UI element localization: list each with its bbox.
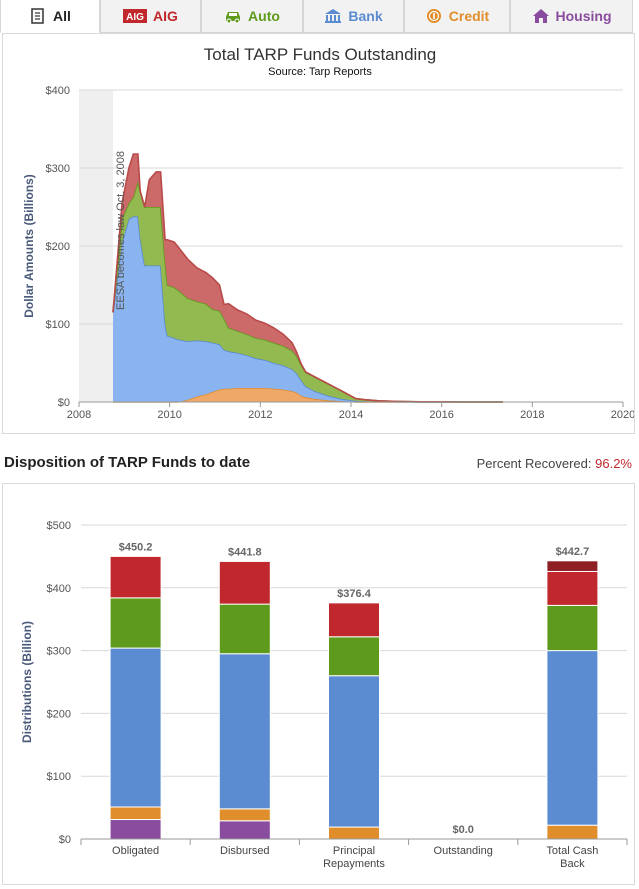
- bar-segment: [328, 675, 380, 828]
- x-category-label: Principal: [333, 845, 375, 857]
- bar-segment: [109, 597, 162, 649]
- tab-all[interactable]: All: [0, 0, 100, 33]
- tarp-outstanding-area-chart: Total TARP Funds Outstanding Source: Tarp…: [22, 45, 635, 421]
- bar-segment: [546, 570, 599, 606]
- document-icon: [29, 8, 47, 24]
- y-tick-label: $100: [46, 319, 70, 331]
- y-tick-label: $0: [59, 834, 71, 846]
- bar-segment: [109, 647, 162, 808]
- tab-label: Auto: [248, 8, 280, 24]
- percent-recovered: Percent Recovered: 96.2%: [477, 456, 632, 471]
- y-tick-label: $500: [47, 520, 71, 532]
- disposition-chart-panel: $0 $100 $200 $300 $400 $500 $450.2 Obligated $44…: [2, 483, 635, 885]
- area-chart-title: Total TARP Funds Outstanding: [204, 45, 436, 64]
- bar-segment: [218, 653, 271, 810]
- tab-housing[interactable]: Housing: [510, 0, 633, 33]
- x-category-label: Total Cash: [546, 845, 598, 857]
- tab-label: Housing: [555, 8, 612, 24]
- bar-segment: [328, 636, 380, 677]
- coin-icon: [425, 8, 443, 24]
- tab-credit[interactable]: Credit: [404, 0, 510, 33]
- bar-segment: [328, 826, 380, 840]
- x-tick-label: 2010: [157, 409, 181, 421]
- y-tick-label: $200: [46, 241, 70, 253]
- category-tabs: All AIG AIG Auto Bank Credit Housing: [0, 0, 639, 34]
- svg-text:AIG: AIG: [126, 12, 144, 23]
- tab-bank[interactable]: Bank: [303, 0, 404, 33]
- tab-label: AIG: [153, 8, 178, 24]
- bar-segment: [546, 650, 599, 826]
- y-axis-title: Dollar Amounts (Billions): [22, 174, 36, 318]
- bar-total-label: $450.2: [119, 541, 153, 553]
- house-icon: [532, 8, 550, 24]
- y-tick-label: $400: [46, 85, 70, 97]
- y-axis-title: Distributions (Billion): [20, 621, 34, 743]
- x-tick-label: 2020: [611, 409, 634, 421]
- bar-segment: [218, 820, 271, 840]
- y-tick-label: $200: [47, 708, 71, 720]
- tab-label: All: [53, 8, 71, 24]
- bar-total-label: $441.8: [228, 546, 262, 558]
- bar-segment: [546, 560, 599, 572]
- x-tick-label: 2012: [248, 409, 272, 421]
- bar-total-label: $442.7: [556, 546, 590, 558]
- bar-segment: [109, 806, 162, 821]
- bar-total-label: $0.0: [452, 824, 473, 836]
- area-series-0: [113, 388, 503, 402]
- tab-label: Credit: [448, 8, 490, 24]
- bar-segment: [109, 555, 162, 599]
- x-category-label: Repayments: [323, 858, 385, 870]
- disposition-title: Disposition of TARP Funds to date: [4, 454, 251, 471]
- bar-segment: [109, 819, 162, 840]
- x-tick-label: 2018: [520, 409, 544, 421]
- x-category-label: Disbursed: [220, 845, 270, 857]
- x-category-label: Outstanding: [434, 845, 493, 857]
- bank-icon: [324, 8, 342, 24]
- x-tick-label: 2008: [67, 409, 91, 421]
- x-category-label: Obligated: [112, 845, 159, 857]
- tab-label: Bank: [348, 8, 383, 24]
- y-tick-label: $400: [47, 583, 71, 595]
- y-tick-label: $0: [58, 397, 70, 409]
- bar-segment: [218, 603, 271, 655]
- area-series-1: [113, 216, 503, 402]
- eesa-annotation: EESA becomes law Oct. 3, 2008: [115, 151, 127, 310]
- area-series-line-3: [112, 153, 503, 403]
- x-category-label: Back: [560, 858, 585, 870]
- aig-logo-icon: AIG: [123, 8, 148, 24]
- area-series-3: [113, 154, 503, 402]
- x-tick-label: 2014: [339, 409, 363, 421]
- bar-segment: [218, 808, 271, 822]
- tab-auto[interactable]: Auto: [201, 0, 303, 33]
- bar-segment: [218, 560, 271, 605]
- bar-total-label: $376.4: [337, 588, 372, 600]
- y-tick-label: $300: [47, 646, 71, 658]
- y-tick-label: $300: [46, 163, 70, 175]
- bar-segment: [328, 602, 380, 638]
- disposition-bar-chart: $0 $100 $200 $300 $400 $500 $450.2 Obligated $44…: [20, 520, 628, 870]
- tab-aig[interactable]: AIG AIG: [100, 0, 201, 33]
- x-tick-label: 2016: [429, 409, 453, 421]
- bar-segment: [546, 604, 599, 652]
- percent-recovered-value: 96.2%: [595, 456, 632, 471]
- car-icon: [224, 8, 242, 24]
- area-chart-subtitle: Source: Tarp Reports: [268, 66, 372, 78]
- tarp-outstanding-chart-panel: Total TARP Funds Outstanding Source: Tarp…: [2, 33, 635, 434]
- percent-recovered-label: Percent Recovered:: [476, 456, 592, 471]
- y-tick-label: $100: [47, 771, 71, 783]
- bar-segment: [546, 824, 599, 840]
